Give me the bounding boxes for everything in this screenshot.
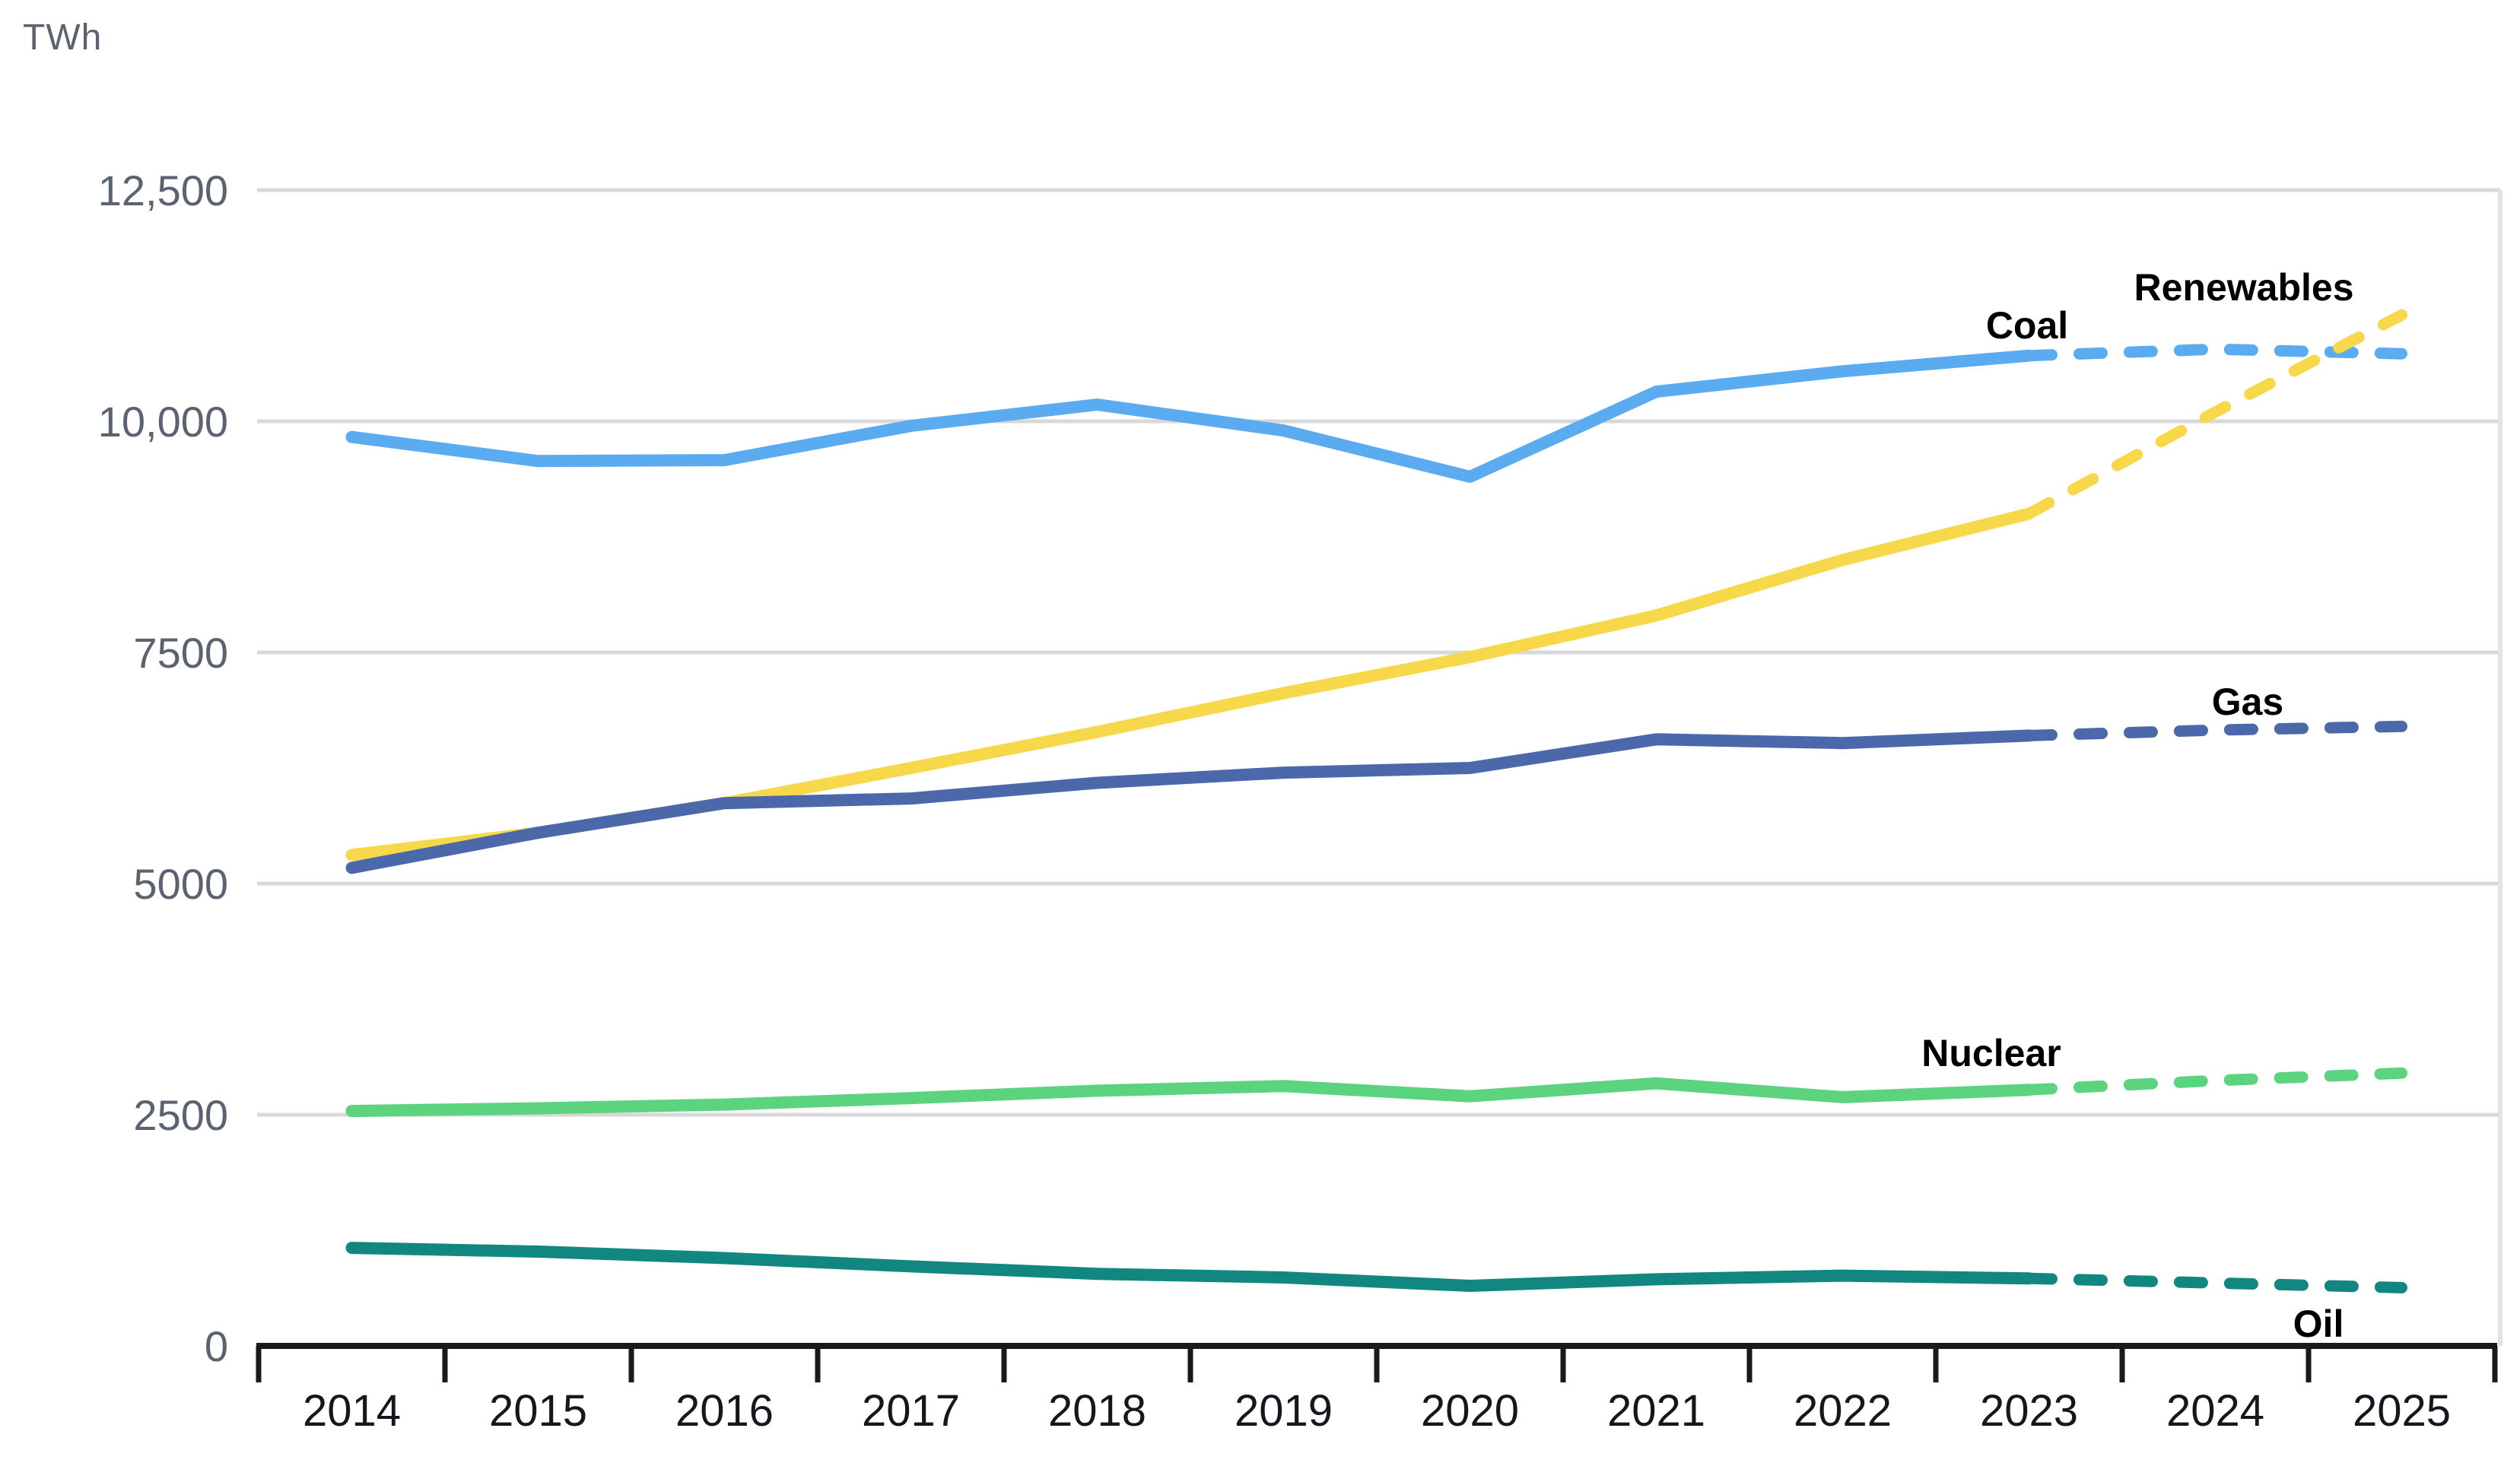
y-tick-label: 7500 (133, 629, 228, 677)
series-line-gas-forecast (2023, 720, 2407, 741)
series-line-gas-historical (345, 729, 2035, 874)
series-line-renewables-forecast (2023, 309, 2407, 520)
series-line-coal-historical (345, 349, 2035, 483)
x-tick-label: 2024 (2166, 1386, 2264, 1436)
y-tick-label: 0 (205, 1322, 228, 1370)
series-line-nuclear-historical (345, 1077, 2035, 1118)
series-line-oil-forecast (2023, 1272, 2407, 1293)
x-tick-label: 2025 (2353, 1386, 2451, 1436)
x-tick-label: 2020 (1421, 1386, 1519, 1436)
series-line-oil-historical (345, 1242, 2035, 1292)
y-tick-label: 5000 (133, 860, 228, 908)
x-tick-label: 2017 (862, 1386, 960, 1436)
x-tick-label: 2016 (675, 1386, 774, 1436)
series-label-oil: Oil (2293, 1303, 2344, 1345)
series-label-gas: Gas (2212, 681, 2284, 723)
x-tick-label: 2022 (1794, 1386, 1892, 1436)
series-line-nuclear-forecast (2023, 1067, 2407, 1096)
y-axis-unit-label: TWh (23, 17, 103, 58)
series-label-renewables: Renewables (2134, 266, 2353, 309)
x-tick-label: 2021 (1607, 1386, 1705, 1436)
series-line-renewables-historical (345, 507, 2035, 862)
series-label-coal: Coal (1986, 304, 2068, 347)
y-tick-label: 2500 (133, 1091, 228, 1139)
series-label-nuclear: Nuclear (1921, 1032, 2061, 1074)
x-tick-label: 2014 (303, 1386, 401, 1436)
y-tick-label: 12,500 (98, 167, 228, 214)
y-tick-label: 10,000 (98, 398, 228, 446)
x-tick-label: 2023 (1980, 1386, 2078, 1436)
x-tick-label: 2015 (489, 1386, 587, 1436)
x-tick-label: 2018 (1048, 1386, 1146, 1436)
x-tick-label: 2019 (1235, 1386, 1333, 1436)
